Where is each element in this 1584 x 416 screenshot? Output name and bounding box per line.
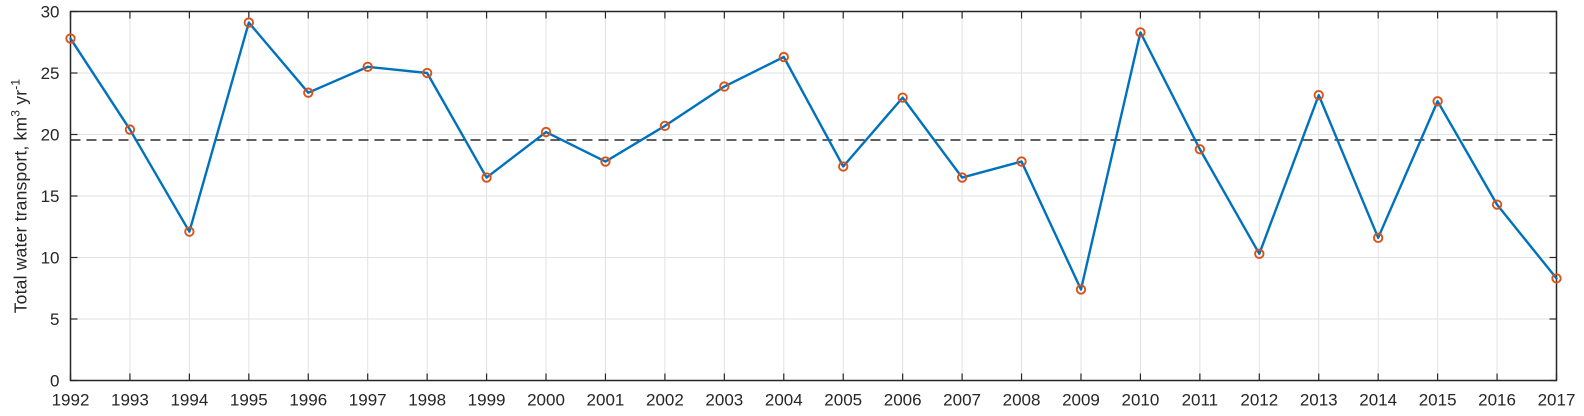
x-tick-label: 2000	[527, 391, 565, 410]
x-tick-label: 1996	[289, 391, 327, 410]
y-axis-label-text: yr	[10, 89, 31, 110]
data-line	[69, 21, 1558, 291]
data-point-marker	[719, 81, 730, 92]
data-point-marker	[243, 17, 254, 28]
data-point-marker	[540, 126, 552, 138]
x-tick-label: 2010	[1122, 391, 1160, 410]
x-tick-label: 2014	[1359, 391, 1397, 410]
data-point-marker	[65, 33, 76, 44]
x-tick-label: 2005	[824, 391, 862, 410]
x-tick-label: 2008	[1003, 391, 1041, 410]
data-point-marker	[956, 172, 968, 183]
x-tick-label: 2017	[1538, 391, 1576, 410]
data-point-marker	[778, 51, 789, 63]
y-tick-label: 5	[50, 310, 59, 329]
data-point-marker	[1373, 232, 1384, 243]
data-point-marker	[659, 120, 671, 132]
x-tick-label: 1999	[468, 391, 506, 410]
y-axis-label: Total water transport, km3 yr-1	[8, 78, 32, 314]
y-tick-label: 20	[41, 126, 60, 145]
x-tick-label: 1994	[170, 391, 208, 410]
x-tick-label: 2004	[765, 391, 803, 410]
x-tick-label: 1998	[408, 391, 446, 410]
x-tick-label: 2002	[646, 391, 684, 410]
data-point-marker	[897, 92, 908, 103]
y-tick-label: 30	[41, 3, 60, 22]
x-tick-label: 1992	[52, 391, 90, 410]
data-point-marker	[1254, 248, 1265, 259]
x-tick-label: 2012	[1240, 391, 1278, 410]
data-point-marker	[124, 124, 136, 135]
data-point-marker	[362, 61, 373, 72]
x-tick-label: 2007	[943, 391, 981, 410]
x-tick-label: 2006	[884, 391, 922, 410]
data-point-marker	[303, 87, 314, 98]
y-tick-label: 15	[41, 187, 60, 206]
y-axis-label-text: Total water transport, km	[10, 116, 31, 314]
x-tick-label: 1993	[111, 391, 149, 410]
data-point-marker	[1551, 273, 1562, 284]
x-tick-label: 2001	[587, 391, 625, 410]
data-point-marker	[1135, 27, 1146, 38]
x-tick-label: 2003	[705, 391, 743, 410]
x-tick-label: 1997	[349, 391, 387, 410]
x-tick-label: 2011	[1182, 391, 1219, 410]
data-point-marker	[1313, 89, 1324, 101]
data-point-marker	[1491, 199, 1503, 210]
y-axis-label-superscript: -1	[8, 78, 23, 90]
x-tick-label: 2015	[1419, 391, 1457, 410]
x-tick-label: 1995	[230, 391, 268, 410]
y-tick-label: 0	[50, 372, 59, 391]
x-tick-label: 2016	[1478, 391, 1516, 410]
x-tick-label: 2009	[1062, 391, 1100, 410]
y-axis-label-superscript: 3	[8, 109, 23, 117]
data-point-marker	[184, 226, 195, 237]
data-point-marker	[1016, 156, 1027, 167]
y-tick-label: 10	[41, 249, 60, 268]
data-point-marker	[1194, 144, 1206, 155]
data-point-marker	[1432, 96, 1443, 107]
y-tick-label: 25	[41, 64, 60, 83]
data-point-marker	[1075, 284, 1087, 295]
data-point-marker	[481, 172, 492, 183]
data-point-marker	[421, 67, 433, 79]
x-tick-label: 2013	[1300, 391, 1338, 410]
data-point-marker	[600, 156, 611, 167]
data-point-marker	[838, 161, 849, 172]
